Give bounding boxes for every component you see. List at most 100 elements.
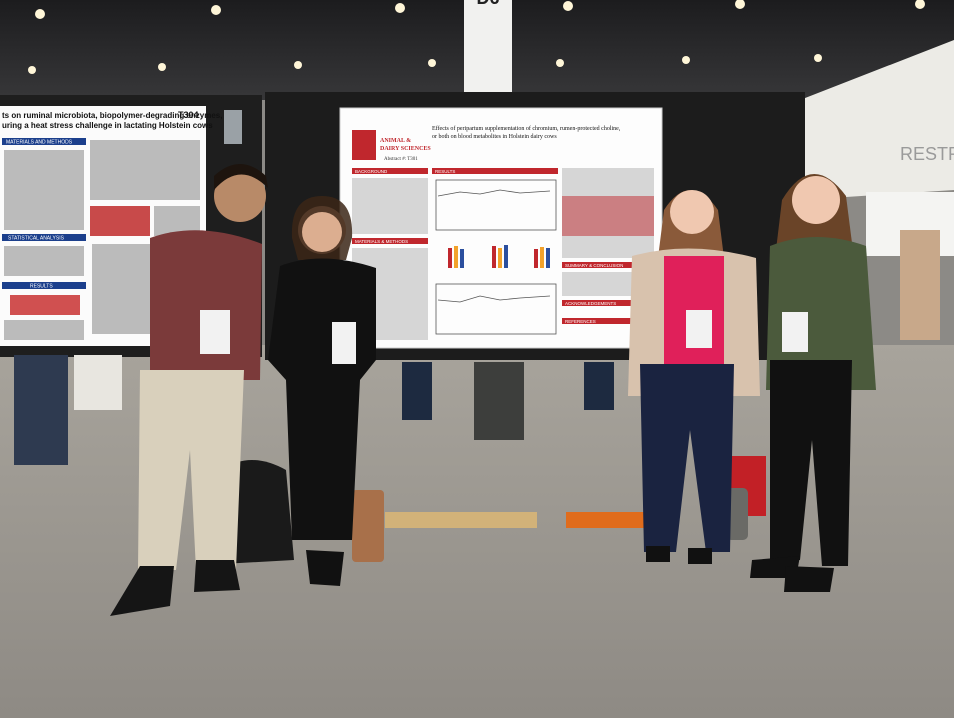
left-poster-text-part [90, 206, 150, 236]
poster-bars-part [540, 247, 544, 268]
person [628, 190, 760, 564]
left-poster-text-part [10, 295, 80, 315]
person [750, 173, 876, 592]
poster-section-heading: RESULTS [435, 169, 455, 174]
ceiling-lights [28, 0, 925, 74]
poster-abstract: Abstract #: T301 [384, 157, 418, 162]
poster-title: Effects of peripartum supplementation of… [432, 125, 621, 132]
poster-bars-part [534, 249, 538, 268]
cardboard-tube [385, 512, 537, 528]
board-tag [224, 110, 242, 144]
left-section-heading: RESULTS [30, 284, 53, 290]
person-part [688, 548, 712, 564]
poster-section-bar [352, 168, 428, 174]
person [268, 196, 376, 586]
person-part [150, 230, 262, 380]
left-poster-title: ts on ruminal microbiota, biopolymer-deg… [2, 111, 222, 120]
person-part [214, 170, 266, 222]
poster-bars-part [546, 248, 550, 268]
person-part [670, 190, 714, 234]
left-poster-text-part [4, 320, 84, 340]
person-part [686, 310, 712, 348]
ceiling-lights-part [211, 5, 221, 15]
poster-section-heading: ACKNOWLEDGEMENTS [565, 301, 616, 306]
left-poster-title: uring a heat stress challenge in lactati… [2, 121, 213, 130]
background-people-part [584, 362, 614, 410]
poster-bars-part [504, 245, 508, 268]
orange-tube [566, 512, 656, 528]
poster-bars-part [460, 249, 464, 268]
left-section-heading: STATISTICAL ANALYSIS [8, 236, 65, 242]
ceiling-lights-part [735, 0, 745, 9]
aisle-sign [464, 0, 512, 92]
water-bottle [726, 488, 748, 540]
poster-charts-part [435, 283, 557, 335]
person-part [782, 312, 808, 352]
person-part [302, 212, 342, 252]
poster-bars [448, 245, 550, 268]
left-section-bar [2, 234, 86, 241]
person-part [792, 176, 840, 224]
wall-lettering: RESTRO [900, 144, 954, 164]
person [110, 164, 268, 616]
brown-bag [352, 490, 384, 562]
ceiling-lights-part [428, 59, 436, 67]
poster-section-bar [352, 238, 428, 244]
background-people-part [474, 362, 524, 440]
background-people-part [900, 230, 940, 340]
person-part [138, 370, 244, 570]
aisle-sign-text: D6 [476, 0, 499, 8]
poster-body-part [562, 196, 654, 236]
person-part [214, 164, 268, 190]
poster-bars-part [498, 248, 502, 268]
left-poster-text-part [4, 150, 84, 230]
person-part [784, 566, 834, 592]
left-section-bar [2, 282, 86, 289]
background-people-part [14, 355, 68, 465]
poster-logo-text: ANIMAL & [380, 138, 411, 144]
person-part [306, 550, 344, 586]
poster-section-heading: SUMMARY & CONCLUSION [565, 263, 623, 268]
person-part [110, 566, 174, 616]
left-section-bar [2, 138, 86, 145]
poster-charts-part [437, 295, 551, 303]
poster-logo-mark [352, 130, 376, 160]
poster-bars-part [454, 246, 458, 268]
poster-section-heading: BACKGROUND [355, 169, 388, 174]
person-part [640, 364, 734, 552]
poster-bars-part [448, 248, 452, 268]
person-part [332, 322, 356, 364]
ceiling-lights-part [814, 54, 822, 62]
ceiling-lights-part [563, 1, 573, 11]
background-people [14, 230, 940, 465]
ceiling-lights-part [35, 9, 45, 19]
person-part [646, 546, 670, 562]
ceiling-lights-part [682, 56, 690, 64]
poster-charts-part [437, 189, 551, 197]
left-poster-text-part [92, 244, 152, 334]
poster-section-heading: REFERENCES [565, 319, 596, 324]
ceiling-lights-part [294, 61, 302, 69]
poster-body-part [352, 178, 428, 234]
ceiling-lights-part [395, 3, 405, 13]
poster-section-bar [562, 300, 654, 306]
poster-section-bar [432, 168, 558, 174]
poster-section-bar [562, 318, 654, 324]
background-people-part [402, 362, 432, 420]
ceiling-lights-part [915, 0, 925, 9]
ceiling-lights-part [28, 66, 36, 74]
poster-charts-part [435, 179, 557, 231]
poster-section-heading: MATERIALS & METHODS [355, 239, 408, 244]
person-part [770, 360, 852, 566]
person-part [200, 310, 230, 354]
poster-section-bar [562, 262, 654, 268]
person-part [194, 560, 240, 592]
ceiling-lights-part [556, 59, 564, 67]
black-backpack [222, 460, 294, 564]
poster-logo-text: DAIRY SCIENCES [380, 146, 431, 152]
left-poster-text [4, 140, 200, 340]
right-wall [800, 40, 954, 200]
left-section-heading: MATERIALS AND METHODS [6, 140, 73, 146]
